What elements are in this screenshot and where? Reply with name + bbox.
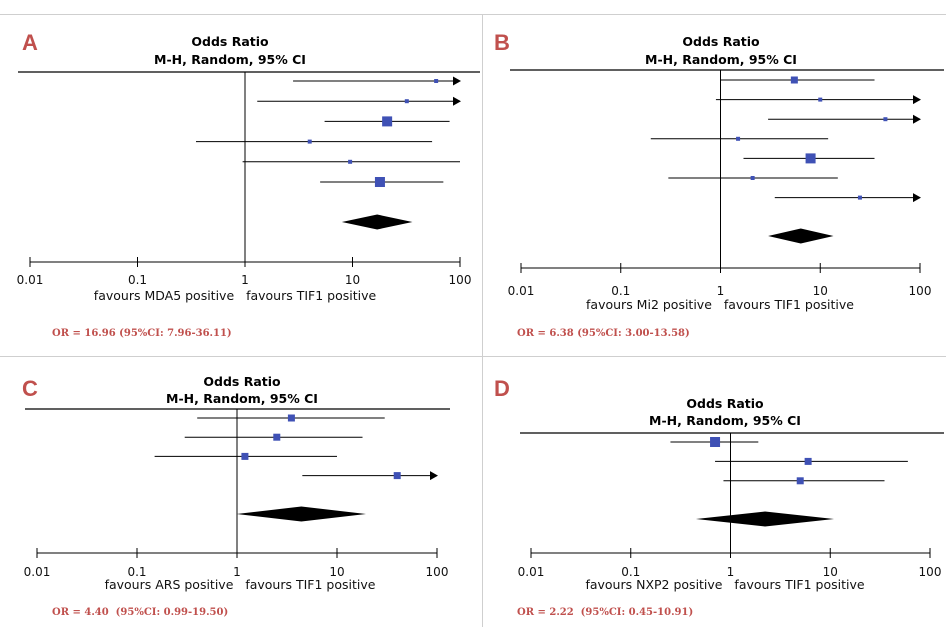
pooled-diamond xyxy=(768,228,834,244)
study-marker xyxy=(382,116,393,127)
study-marker xyxy=(273,433,281,441)
x-axis-label: favours ARS positive favours TIF1 positi… xyxy=(20,577,460,592)
study-marker xyxy=(241,452,249,460)
pooled-diamond xyxy=(236,506,367,522)
ci-arrow xyxy=(913,95,921,105)
chart-subtitle: M-H, Random, 95% CI xyxy=(649,413,801,428)
study-marker xyxy=(307,139,312,144)
favours-left-label: favours MDA5 positive xyxy=(93,288,235,303)
study-marker xyxy=(348,159,353,164)
x-tick-label: 100 xyxy=(449,273,472,287)
x-axis-label: favours NXP2 positive favours TIF1 posit… xyxy=(505,577,945,592)
study-marker xyxy=(404,99,409,104)
summary-or-text: OR = 2.22 (95%CI: 0.45-10.91) xyxy=(517,607,694,618)
chart-title: Odds Ratio xyxy=(682,34,760,49)
border-vertical xyxy=(482,14,483,627)
x-tick-label: 0.01 xyxy=(24,565,51,579)
pooled-diamond xyxy=(695,511,835,527)
x-axis-label: favours Mi2 positive favours TIF1 positi… xyxy=(505,297,935,312)
ci-arrow xyxy=(430,471,438,481)
study-marker xyxy=(710,437,721,447)
x-tick-label: 10 xyxy=(345,273,360,287)
chart-subtitle: M-H, Random, 95% CI xyxy=(154,52,306,67)
x-tick-label: 0.1 xyxy=(127,565,146,579)
x-tick-label: 100 xyxy=(909,284,932,298)
x-tick-label: 1 xyxy=(717,284,725,298)
chart-title: Odds Ratio xyxy=(203,374,281,389)
panel-label: A xyxy=(22,30,38,55)
x-tick-label: 10 xyxy=(813,284,828,298)
favours-left-label: favours NXP2 positive xyxy=(585,577,723,592)
chart-title: Odds Ratio xyxy=(191,34,269,49)
x-tick-label: 0.01 xyxy=(508,284,535,298)
x-tick-label: 1 xyxy=(727,565,735,579)
x-tick-label: 100 xyxy=(919,565,942,579)
favours-right-label: favours TIF1 positive xyxy=(246,288,377,303)
study-marker xyxy=(796,477,804,485)
x-tick-label: 1 xyxy=(233,565,241,579)
border-horizontal xyxy=(0,356,946,357)
favours-right-label: favours TIF1 positive xyxy=(245,577,376,592)
favours-right-label: favours TIF1 positive xyxy=(734,577,865,592)
study-marker xyxy=(393,472,401,480)
x-tick-label: 10 xyxy=(823,565,838,579)
study-marker xyxy=(804,457,812,465)
ci-arrow xyxy=(453,76,461,86)
favours-right-label: favours TIF1 positive xyxy=(723,297,854,312)
study-marker xyxy=(818,97,823,102)
x-tick-label: 0.01 xyxy=(17,273,44,287)
study-marker xyxy=(790,76,798,84)
panel-label: C xyxy=(22,376,38,401)
study-marker xyxy=(736,136,741,141)
study-marker xyxy=(883,117,888,122)
summary-or-text: OR = 16.96 (95%CI: 7.96-36.11) xyxy=(52,328,232,339)
ci-arrow xyxy=(913,114,921,124)
chart-subtitle: M-H, Random, 95% CI xyxy=(166,391,318,406)
x-tick-label: 0.01 xyxy=(518,565,545,579)
pooled-diamond xyxy=(341,214,413,230)
study-marker xyxy=(857,195,862,200)
x-axis-label: favours MDA5 positive favours TIF1 posit… xyxy=(20,288,450,303)
summary-or-text: OR = 4.40 (95%CI: 0.99-19.50) xyxy=(52,607,229,618)
panel-label: D xyxy=(494,376,510,401)
study-marker xyxy=(805,153,816,164)
x-tick-label: 0.1 xyxy=(611,284,630,298)
x-tick-label: 1 xyxy=(241,273,249,287)
x-tick-label: 100 xyxy=(426,565,449,579)
study-marker xyxy=(287,414,295,422)
x-tick-label: 0.1 xyxy=(621,565,640,579)
x-tick-label: 0.1 xyxy=(128,273,147,287)
study-marker xyxy=(374,177,385,187)
chart-title: Odds Ratio xyxy=(686,396,764,411)
study-marker xyxy=(750,176,755,180)
summary-or-text: OR = 6.38 (95%CI: 3.00-13.58) xyxy=(517,328,690,339)
ci-arrow xyxy=(913,193,921,203)
study-marker xyxy=(434,79,439,83)
panel-label: B xyxy=(494,30,510,55)
ci-arrow xyxy=(453,96,461,106)
border-top xyxy=(0,14,946,15)
x-tick-label: 10 xyxy=(329,565,344,579)
favours-left-label: favours Mi2 positive xyxy=(586,297,712,312)
chart-subtitle: M-H, Random, 95% CI xyxy=(645,52,797,67)
favours-left-label: favours ARS positive xyxy=(104,577,234,592)
